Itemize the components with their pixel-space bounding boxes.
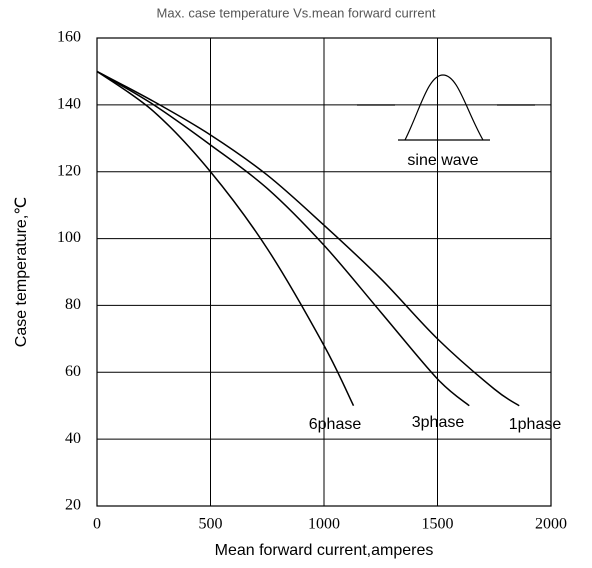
y-tick-label: 60 <box>65 363 81 380</box>
x-tick-label: 500 <box>199 516 223 533</box>
series-label: 3phase <box>412 414 465 431</box>
series-line <box>96 70 520 407</box>
y-tick-label: 40 <box>65 430 81 447</box>
series-line <box>96 70 355 407</box>
y-axis-label: Case temperature,℃ <box>13 197 30 347</box>
x-tick-label: 1500 <box>422 516 454 533</box>
series-line <box>96 70 470 407</box>
y-tick-label: 120 <box>57 162 81 179</box>
y-tick-label: 20 <box>65 497 81 514</box>
x-tick-label: 0 <box>93 516 101 533</box>
inset-sine <box>404 74 484 141</box>
y-tick-label: 100 <box>57 229 81 246</box>
plot-frame <box>96 37 552 507</box>
x-axis-label: Mean forward current,amperes <box>215 542 434 559</box>
y-tick-label: 80 <box>65 296 81 313</box>
annotation: sine wave <box>407 152 478 169</box>
series-label: 1phase <box>509 416 562 433</box>
x-tick-label: 1000 <box>308 516 340 533</box>
y-tick-label: 160 <box>57 29 81 46</box>
y-tick-label: 140 <box>57 96 81 113</box>
chart-title: Max. case temperature Vs.mean forward cu… <box>157 5 436 20</box>
series-label: 6phase <box>309 416 362 433</box>
x-tick-label: 2000 <box>535 516 567 533</box>
sine-wave-inset <box>357 74 535 141</box>
